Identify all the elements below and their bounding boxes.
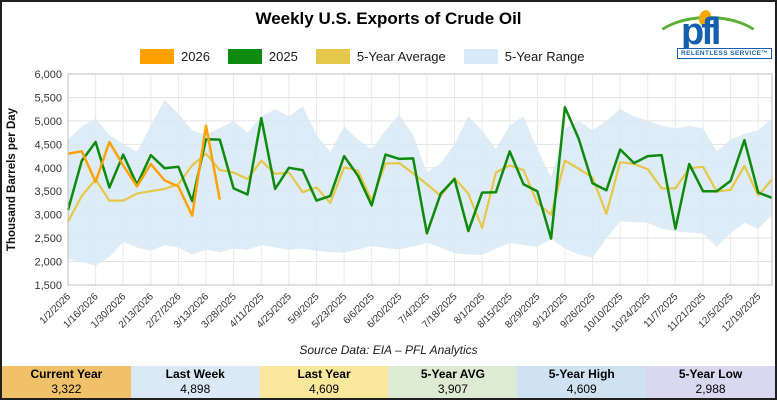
stat-label: 5-Year High	[548, 367, 615, 381]
y-tick-label: 3,500	[34, 186, 62, 198]
stat-cell-last-year: Last Year 4,609	[259, 366, 389, 398]
stat-label: Last Year	[297, 367, 351, 381]
y-tick-label: 3,000	[34, 210, 62, 222]
chart-legend: 2026 2025 5-Year Average 5-Year Range	[140, 49, 585, 64]
legend-swatch-icon	[315, 49, 350, 64]
plot-border	[67, 73, 773, 286]
stat-value: 4,609	[309, 382, 340, 396]
legend-label: 5-Year Range	[504, 49, 585, 64]
series-line-5-year-average	[67, 152, 773, 229]
y-tick-label: 5,500	[34, 92, 62, 104]
y-tick-label: 5,000	[34, 116, 62, 128]
pfl-logo: pfl RELENTLESS SERVICE™	[647, 4, 773, 60]
y-axis-title: Thousand Barrels per Day	[6, 107, 18, 251]
page-title: Weekly U.S. Exports of Crude Oil	[255, 9, 522, 28]
legend-item-5-year-average: 5-Year Average	[315, 49, 446, 64]
stat-value: 3,322	[51, 382, 82, 396]
y-tick-label: 4,500	[34, 139, 62, 151]
legend-item-2026: 2026	[140, 49, 210, 64]
chart-svg: 6,000 5,500 5,000 4,500 4,000 3,500 3,000 2,500…	[6, 69, 773, 335]
chart-area: 6,000 5,500 5,000 4,500 4,000 3,500 3,000 2,500…	[2, 60, 777, 350]
y-tick-label: 1,500	[34, 280, 62, 292]
legend-swatch-icon	[140, 49, 174, 64]
logo-wordmark: pfl	[681, 11, 721, 53]
stat-cell-last-week: Last Week 4,898	[130, 366, 260, 398]
stat-label: Current Year	[30, 367, 103, 381]
stat-value: 2,988	[695, 382, 726, 396]
stat-cell-5-year-avg: 5-Year AVG 3,907	[388, 366, 518, 398]
range-band	[68, 99, 772, 266]
legend-swatch-icon	[227, 49, 262, 64]
stat-value: 3,907	[437, 382, 468, 396]
stat-cell-5-year-high: 5-Year High 4,609	[517, 366, 647, 398]
stat-label: 5-Year AVG	[420, 367, 485, 381]
y-tick-label: 4,000	[34, 163, 62, 175]
stat-label: Last Week	[165, 367, 225, 381]
legend-label: 5-Year Average	[356, 49, 446, 64]
legend-swatch-icon	[463, 49, 498, 64]
legend-item-2025: 2025	[227, 49, 298, 64]
stats-bar: Current Year 3,322 Last Week 4,898 Last Year…	[2, 366, 775, 398]
stat-value: 4,898	[180, 382, 211, 396]
stat-cell-current-year: Current Year 3,322	[2, 366, 131, 398]
y-tick-label: 6,000	[34, 69, 62, 81]
legend-label: 2025	[268, 49, 298, 64]
five-year-range-band	[68, 99, 772, 266]
y-tick-label: 2,000	[34, 257, 62, 269]
stat-value: 4,609	[566, 382, 597, 396]
stat-label: 5-Year Low	[678, 367, 743, 381]
data-series	[66, 106, 773, 240]
series-line-2025	[66, 106, 773, 240]
stat-cell-5-year-low: 5-Year Low 2,988	[646, 366, 775, 398]
legend-label: 2026	[181, 49, 210, 64]
series-line-2026	[67, 124, 222, 217]
y-tick-label: 2,500	[34, 233, 62, 245]
legend-item-5-year-range: 5-Year Range	[463, 49, 585, 64]
logo-tagline: RELENTLESS SERVICE™	[677, 48, 773, 59]
source-note: Source Data: EIA – PFL Analytics	[299, 343, 478, 357]
